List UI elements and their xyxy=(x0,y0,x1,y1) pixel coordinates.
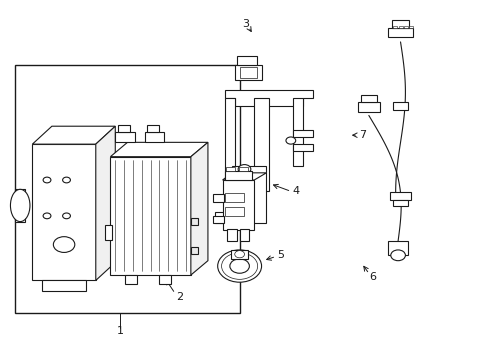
Bar xyxy=(125,275,137,284)
Circle shape xyxy=(234,251,244,258)
Text: 5: 5 xyxy=(277,250,284,260)
Bar xyxy=(387,241,407,255)
Bar xyxy=(159,275,171,284)
Bar xyxy=(15,65,239,313)
Circle shape xyxy=(285,137,295,144)
Text: 3: 3 xyxy=(242,19,249,29)
Text: 1: 1 xyxy=(117,326,123,336)
Bar xyxy=(293,130,312,137)
Polygon shape xyxy=(293,98,303,166)
Polygon shape xyxy=(224,98,234,212)
Bar xyxy=(212,194,223,202)
Text: 4: 4 xyxy=(291,186,299,197)
Bar xyxy=(391,21,408,28)
Bar xyxy=(239,167,247,171)
Bar xyxy=(392,102,407,110)
Bar xyxy=(357,102,379,112)
Bar xyxy=(234,65,261,80)
Bar xyxy=(115,132,135,142)
Bar xyxy=(239,67,256,78)
Bar xyxy=(110,157,190,275)
Bar xyxy=(293,144,312,151)
Bar xyxy=(239,229,249,241)
Bar xyxy=(224,171,251,180)
Bar xyxy=(147,125,159,132)
Circle shape xyxy=(43,213,51,219)
Bar xyxy=(387,28,412,37)
Circle shape xyxy=(62,213,70,219)
Bar xyxy=(237,56,256,65)
Bar xyxy=(398,26,402,28)
Bar xyxy=(222,180,254,230)
Polygon shape xyxy=(96,126,115,280)
Circle shape xyxy=(62,177,70,183)
Bar xyxy=(224,207,244,216)
Text: 6: 6 xyxy=(368,272,375,282)
Bar xyxy=(392,26,396,28)
Bar xyxy=(360,95,376,102)
Bar xyxy=(232,166,266,223)
Bar xyxy=(32,144,96,280)
Bar xyxy=(224,193,244,202)
Bar xyxy=(226,167,235,171)
Circle shape xyxy=(221,253,257,279)
Text: 7: 7 xyxy=(358,130,366,140)
Bar xyxy=(227,229,237,241)
Bar xyxy=(404,26,407,28)
Bar xyxy=(190,219,198,225)
Text: 2: 2 xyxy=(176,292,183,302)
Circle shape xyxy=(390,250,405,261)
Bar xyxy=(104,225,112,239)
Bar xyxy=(42,280,86,291)
Ellipse shape xyxy=(10,189,30,222)
Circle shape xyxy=(238,165,250,174)
Bar xyxy=(15,189,25,222)
Polygon shape xyxy=(190,142,207,275)
Polygon shape xyxy=(254,98,268,191)
Bar xyxy=(392,200,407,206)
Circle shape xyxy=(217,250,261,282)
Bar xyxy=(408,26,412,28)
Polygon shape xyxy=(215,212,244,223)
Bar xyxy=(230,250,248,259)
Circle shape xyxy=(53,237,75,252)
Circle shape xyxy=(229,259,249,273)
Circle shape xyxy=(43,177,51,183)
Bar xyxy=(118,125,130,132)
Bar xyxy=(190,247,198,253)
Bar xyxy=(144,132,163,142)
Bar xyxy=(389,192,410,200)
Polygon shape xyxy=(110,142,207,157)
Polygon shape xyxy=(224,90,312,107)
Polygon shape xyxy=(32,126,115,144)
Bar xyxy=(212,216,223,223)
Polygon shape xyxy=(222,173,266,180)
